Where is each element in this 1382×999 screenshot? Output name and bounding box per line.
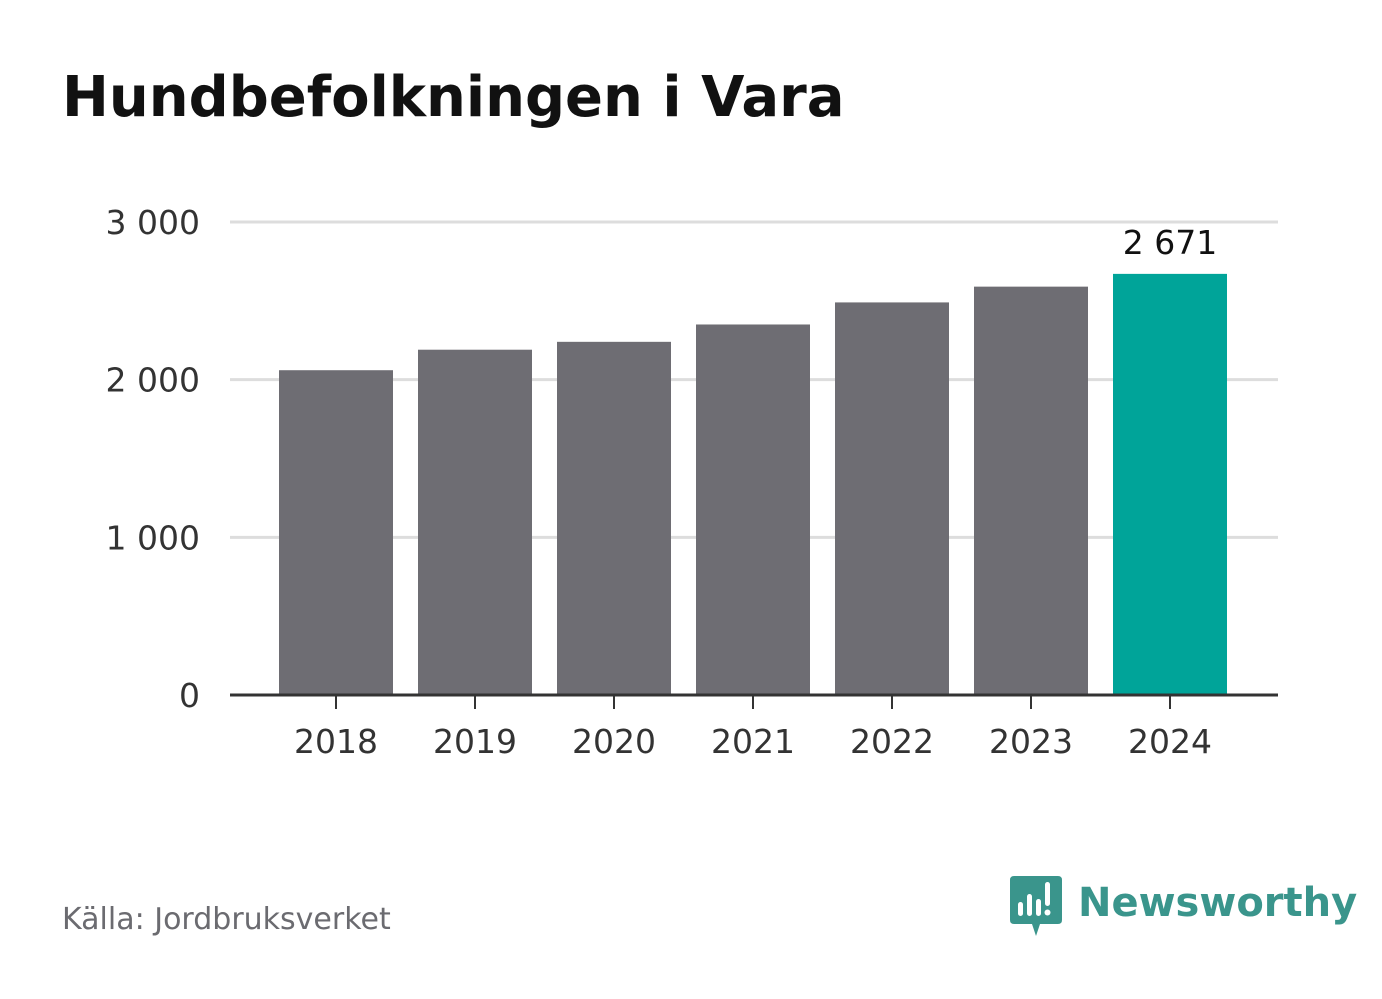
x-tick-label-2024: 2024 [1128,722,1212,761]
bar-2021 [696,324,810,695]
x-tick-label-2020: 2020 [572,722,656,761]
chart-title: Hundbefolkningen i Vara [62,65,845,130]
axes [230,693,1278,709]
labels: 0 1 000 2 000 3 000 2018 2019 2020 2021 2022 2023… [106,203,1218,761]
y-tick-label: 3 000 [106,203,200,242]
bar-2023 [974,286,1088,695]
x-tick-label-2022: 2022 [850,722,934,761]
bar-2019 [418,349,532,695]
bar-2022 [835,302,949,695]
brand-logo: Newsworthy [1010,876,1357,942]
newsworthy-logo-icon [1010,876,1062,936]
x-tick-label-2018: 2018 [294,722,378,761]
x-tick-label-2019: 2019 [433,722,517,761]
bars [279,273,1227,695]
y-tick-label: 1 000 [106,518,200,557]
brand-name: Newsworthy [1078,880,1358,926]
source-note: Källa: Jordbruksverket [62,902,391,937]
x-tick-label-2021: 2021 [711,722,795,761]
y-tick-label: 0 [179,676,200,715]
data-label-2024: 2 671 [1123,223,1217,262]
y-tick-label: 2 000 [106,361,200,400]
x-tick-label-2023: 2023 [989,722,1073,761]
bar-2024 [1113,273,1227,695]
bar-2020 [557,341,671,695]
bar-2018 [279,370,393,695]
